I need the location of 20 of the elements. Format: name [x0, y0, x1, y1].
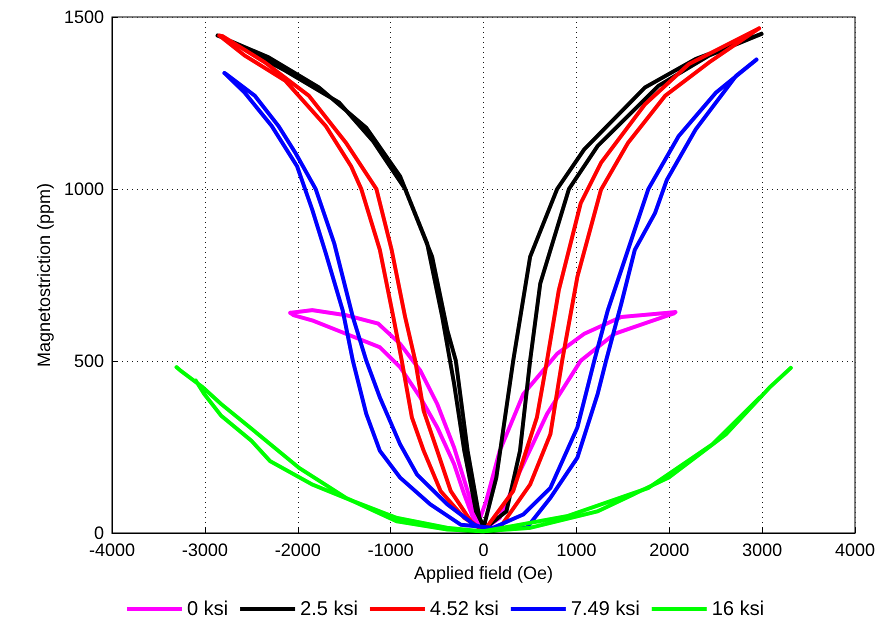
x-axis-title: Applied field (Oe): [414, 562, 554, 583]
legend-label: 7.49 ksi: [570, 598, 640, 620]
x-tick-label: 2000: [649, 540, 690, 560]
legend-label: 4.52 ksi: [430, 598, 499, 620]
legend-label: 2.5 ksi: [300, 598, 358, 620]
x-tick-label: 1000: [556, 540, 596, 560]
legend-label: 16 ksi: [712, 598, 764, 620]
x-tick-label: -3000: [182, 540, 228, 560]
x-tick-label: -4000: [88, 540, 136, 560]
y-axis-title: Magnetostriction (ppm): [34, 182, 54, 368]
legend-label: 0 ksi: [186, 598, 228, 620]
y-tick-label: 500: [74, 351, 104, 371]
x-tick-label: -1000: [368, 540, 414, 560]
y-tick-label: 1000: [64, 179, 104, 199]
x-tick-label: 0: [478, 540, 489, 560]
x-tick-label: 3000: [742, 540, 782, 560]
x-tick-label: -2000: [274, 540, 321, 560]
x-tick-label: 4000: [834, 540, 876, 560]
y-tick-label: 1500: [64, 7, 104, 27]
y-tick-label: 0: [94, 523, 104, 543]
